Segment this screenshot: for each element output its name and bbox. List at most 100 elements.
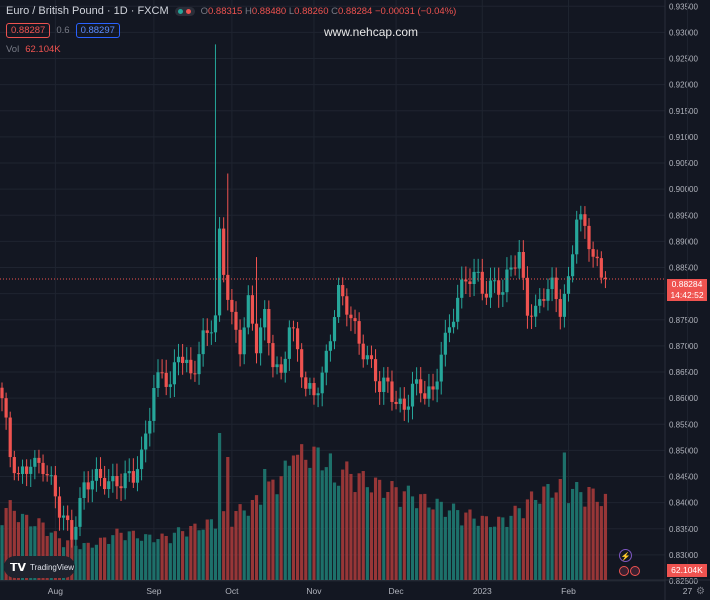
x-tick-label: Feb xyxy=(561,586,576,596)
candle-body xyxy=(419,379,423,394)
economic-events[interactable] xyxy=(619,566,640,576)
volume-bar xyxy=(472,518,476,580)
candle-body xyxy=(57,496,62,518)
volume-bar xyxy=(185,536,189,580)
volume-bar xyxy=(439,501,443,580)
candle-body xyxy=(361,343,365,360)
candle-body xyxy=(546,289,550,301)
candle-body xyxy=(176,356,181,363)
y-tick-label: 0.84500 xyxy=(669,473,698,482)
volume-bar xyxy=(476,525,480,580)
candle-body xyxy=(357,321,361,344)
volume-bar xyxy=(144,534,148,580)
volume-bar xyxy=(238,504,242,580)
volume-bar xyxy=(369,492,374,580)
volume-bar xyxy=(295,454,300,580)
candle-body xyxy=(25,466,29,474)
volume-bar xyxy=(29,526,33,580)
volume-bar xyxy=(156,539,160,580)
candle-body xyxy=(205,330,209,333)
volume-bar xyxy=(538,503,542,580)
y-tick-label: 0.89500 xyxy=(669,211,698,220)
volume-bar xyxy=(509,515,513,580)
volume-bar xyxy=(304,459,308,580)
candle-body xyxy=(345,296,349,315)
candle-body xyxy=(267,309,271,344)
candle-body xyxy=(398,398,402,404)
symbol-title[interactable]: Euro / British Pound · 1D · FXCM xyxy=(6,5,169,17)
volume-bar xyxy=(419,494,423,580)
candle-body xyxy=(283,358,287,373)
candle-body xyxy=(443,332,447,355)
volume-bar xyxy=(287,465,291,580)
x-tick-label: Nov xyxy=(306,586,322,596)
volume-bar xyxy=(373,477,378,580)
y-tick-label: 0.87000 xyxy=(669,342,698,351)
candle-body xyxy=(378,381,382,393)
tradingview-logo[interactable]: 𝗧𝗩 TradingView xyxy=(4,556,75,578)
lightning-icon[interactable]: ⚡ xyxy=(619,549,632,562)
candle-body xyxy=(337,285,341,318)
candle-body xyxy=(103,477,107,490)
market-status-toggle-icon[interactable] xyxy=(174,6,195,16)
candle-body xyxy=(402,398,406,410)
flag-icon[interactable] xyxy=(619,566,629,576)
candle-body xyxy=(271,343,275,368)
candle-body xyxy=(493,280,497,282)
candle-body xyxy=(595,256,599,259)
candle-body xyxy=(33,457,37,467)
candle-body xyxy=(341,285,345,297)
volume-bar xyxy=(423,493,427,580)
y-tick-label: 0.82500 xyxy=(669,577,698,586)
volume-bar xyxy=(213,528,218,580)
candle-body xyxy=(550,277,554,290)
volume-bar xyxy=(480,515,484,580)
candle-body xyxy=(583,214,587,226)
flag-icon[interactable] xyxy=(630,566,640,576)
candle-body xyxy=(529,315,534,317)
volume-legend[interactable]: Vol 62.104K xyxy=(6,44,61,55)
candle-body xyxy=(115,476,119,487)
volume-bar xyxy=(562,452,566,580)
volume-bar xyxy=(328,453,332,580)
candle-body xyxy=(135,469,140,483)
volume-bar xyxy=(8,500,12,580)
x-tick-label: Aug xyxy=(48,586,63,596)
volume-bar xyxy=(554,492,558,580)
gear-icon[interactable]: ⚙ xyxy=(696,586,705,597)
y-tick-label: 0.93500 xyxy=(669,2,698,11)
open-value: 0.88315 xyxy=(208,5,243,17)
volume-bar xyxy=(16,522,21,580)
volume-bar xyxy=(90,547,94,580)
candle-body xyxy=(324,350,328,373)
volume-bar xyxy=(300,444,304,580)
candle-body xyxy=(148,420,152,434)
candle-body xyxy=(139,449,144,470)
volume-bar xyxy=(431,509,435,580)
candle-body xyxy=(332,317,337,342)
candle-body xyxy=(525,277,530,316)
x-tick-label: 2023 xyxy=(473,586,492,596)
volume-bar xyxy=(209,519,213,580)
close-label: C xyxy=(331,5,338,17)
candle-body xyxy=(497,280,501,295)
candle-body xyxy=(131,471,135,483)
high-value: 0.88480 xyxy=(251,5,287,17)
candle-body xyxy=(197,354,201,375)
y-tick-label: 0.91000 xyxy=(669,133,698,142)
candle-body xyxy=(406,406,410,410)
volume-bar xyxy=(320,470,324,580)
volume-bar xyxy=(127,531,131,580)
candle-body xyxy=(538,299,542,306)
volume-bar xyxy=(468,509,472,580)
buy-button[interactable]: 0.88297 xyxy=(75,23,120,38)
volume-bar xyxy=(4,508,8,580)
volume-bar xyxy=(517,508,521,580)
candle-body xyxy=(603,277,608,280)
volume-bar xyxy=(566,503,571,580)
volume-bar xyxy=(246,515,250,580)
low-label: L xyxy=(288,5,295,17)
candle-body xyxy=(472,271,476,285)
sell-button[interactable]: 0.88287 xyxy=(6,23,51,38)
